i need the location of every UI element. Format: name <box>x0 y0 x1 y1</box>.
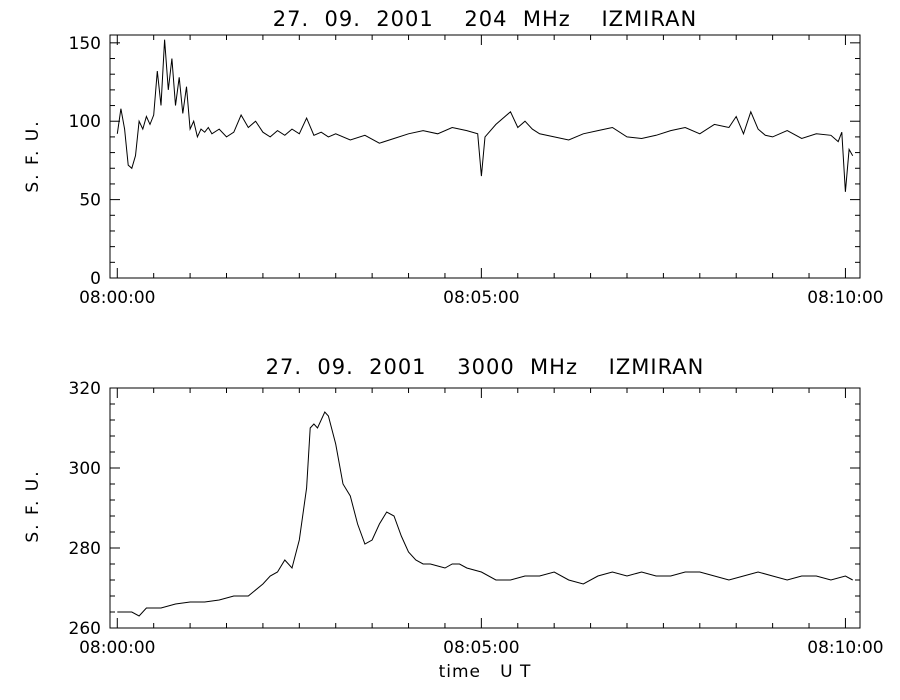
chart-title: 27. 09. 2001 3000 MHz IZMIRAN <box>266 355 705 379</box>
x-tick-label: 08:00:00 <box>79 288 155 308</box>
y-tick-label: 260 <box>69 619 101 639</box>
y-axis-label: S. F. U. <box>23 469 43 542</box>
y-tick-label: 280 <box>69 539 101 559</box>
x-tick-label: 08:05:00 <box>443 638 519 658</box>
x-tick-label: 08:00:00 <box>79 638 155 658</box>
chart-title: 27. 09. 2001 204 MHz IZMIRAN <box>273 7 697 31</box>
y-tick-label: 320 <box>69 379 101 399</box>
series-line <box>117 411 853 617</box>
y-tick-label: 150 <box>69 34 101 54</box>
y-tick-label: 100 <box>69 112 101 132</box>
y-tick-label: 0 <box>90 269 101 289</box>
y-tick-label: 50 <box>79 191 101 211</box>
x-tick-label: 08:10:00 <box>807 288 883 308</box>
x-tick-label: 08:05:00 <box>443 288 519 308</box>
y-axis-label: S. F. U. <box>23 119 43 192</box>
series-line <box>116 39 854 192</box>
y-tick-label: 300 <box>69 459 101 479</box>
axis-ticks: 0 50 100 150 08:00:00 08:05:00 08:10:00 <box>69 34 884 308</box>
x-axis-label: time U T <box>439 662 532 682</box>
chart-3000mhz: 27. 09. 2001 3000 MHz IZMIRAN S. F. U. 2… <box>23 355 884 682</box>
x-tick-label: 08:10:00 <box>807 638 883 658</box>
chart-204mhz: 27. 09. 2001 204 MHz IZMIRAN S. F. U. 0 5… <box>23 7 884 308</box>
plot-frame <box>109 34 861 279</box>
plot-frame <box>109 387 861 629</box>
axis-ticks: 260 280 300 320 08:00:00 08:05:00 08:10:00 <box>69 379 884 658</box>
